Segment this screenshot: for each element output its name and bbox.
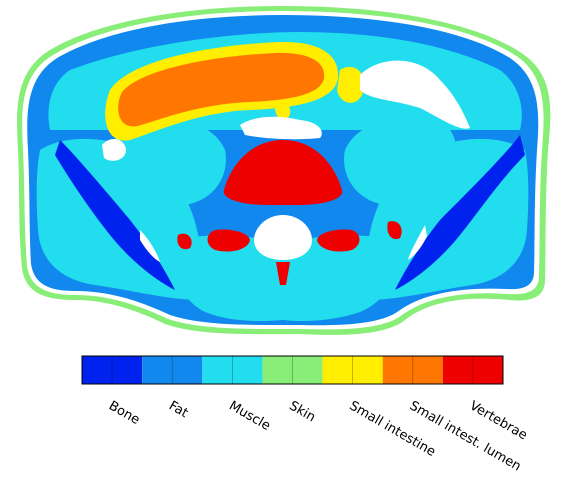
bone-left-ilium-inner xyxy=(140,230,160,262)
vertebral-body xyxy=(223,140,343,205)
colorbar-cell-skin xyxy=(262,356,323,384)
small-intestine-right xyxy=(337,66,365,103)
colorbar-cell-vertebrae xyxy=(442,356,503,384)
colorbar-cell-fat xyxy=(142,356,203,384)
colorbar-cell-muscle xyxy=(202,356,263,384)
colorbar-label: Bone xyxy=(106,398,142,428)
bone-right-ilium xyxy=(395,135,525,290)
colorbar-label: Fat xyxy=(166,398,190,421)
air-right xyxy=(360,60,470,129)
vertebra-right-facet xyxy=(317,229,360,252)
small-intestine-center xyxy=(275,103,291,120)
colorbar-cell-small-intestine xyxy=(322,356,383,384)
colorbar-label: Vertebrae xyxy=(467,398,530,443)
colorbar-border xyxy=(81,355,504,385)
vertebra-left-facet xyxy=(207,229,250,252)
muscle-psoas-right xyxy=(344,118,457,206)
bone-right-ilium-inner xyxy=(408,225,427,260)
ct-segmentation-image xyxy=(17,6,551,335)
vertebra-left-transverse xyxy=(177,233,192,250)
vertebra-right-transverse xyxy=(387,221,402,240)
small-intestine-lumen xyxy=(118,52,325,127)
vertebra-spinous-process xyxy=(276,262,290,285)
muscle-psoas-left xyxy=(113,118,226,206)
spinal-canal xyxy=(254,215,312,260)
air-center xyxy=(240,116,322,140)
colorbar-cells xyxy=(81,355,504,385)
colorbar-cell-small-intest-lumen xyxy=(382,356,443,384)
colorbar-label: Muscle xyxy=(226,398,272,433)
air-left xyxy=(102,138,126,161)
bone-left-ilium xyxy=(55,140,175,290)
colorbar-label: Small intestine xyxy=(347,398,438,459)
colorbar-label: Small intest. lumen xyxy=(407,398,524,474)
colorbar-label: Skin xyxy=(286,398,317,425)
colorbar-cell-bone xyxy=(82,356,143,384)
